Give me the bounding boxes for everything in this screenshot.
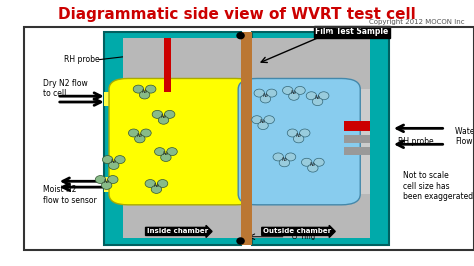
- FancyBboxPatch shape: [164, 38, 172, 92]
- Ellipse shape: [109, 161, 119, 169]
- Ellipse shape: [155, 148, 165, 156]
- Text: Film Test Sample: Film Test Sample: [315, 27, 389, 36]
- Ellipse shape: [306, 92, 317, 100]
- Ellipse shape: [237, 32, 245, 39]
- Text: $N_2$: $N_2$: [309, 160, 317, 169]
- Ellipse shape: [258, 122, 268, 130]
- FancyBboxPatch shape: [344, 147, 370, 155]
- Ellipse shape: [158, 116, 169, 124]
- FancyBboxPatch shape: [104, 92, 241, 106]
- Ellipse shape: [293, 135, 304, 143]
- Text: RH probe: RH probe: [398, 137, 434, 146]
- Ellipse shape: [273, 153, 283, 161]
- Ellipse shape: [279, 159, 290, 167]
- Text: $N_2$: $N_2$: [141, 87, 148, 96]
- FancyBboxPatch shape: [109, 78, 255, 205]
- Ellipse shape: [141, 129, 151, 137]
- Text: Moist N2
flow to sensor: Moist N2 flow to sensor: [43, 185, 96, 205]
- Ellipse shape: [314, 158, 324, 166]
- Ellipse shape: [157, 180, 168, 188]
- Text: Diagrammatic side view of WVRT test cell: Diagrammatic side view of WVRT test cell: [58, 7, 416, 22]
- Text: $N_2$: $N_2$: [290, 88, 298, 97]
- Text: $N_2$: $N_2$: [262, 91, 269, 100]
- Ellipse shape: [260, 95, 271, 103]
- Text: 'O' ring: 'O' ring: [290, 234, 316, 240]
- Ellipse shape: [289, 92, 299, 100]
- Ellipse shape: [252, 116, 262, 124]
- FancyBboxPatch shape: [344, 135, 370, 143]
- Text: $N_2$: $N_2$: [162, 149, 170, 158]
- Ellipse shape: [164, 110, 175, 118]
- Ellipse shape: [128, 129, 139, 137]
- Ellipse shape: [300, 129, 310, 137]
- Text: Copyright 2012 MOCON Inc: Copyright 2012 MOCON Inc: [369, 19, 465, 25]
- Text: Outside chamber: Outside chamber: [263, 228, 331, 234]
- FancyBboxPatch shape: [104, 32, 241, 245]
- FancyBboxPatch shape: [238, 78, 360, 205]
- Text: RH probe: RH probe: [64, 55, 100, 64]
- FancyBboxPatch shape: [252, 38, 370, 238]
- Ellipse shape: [135, 135, 145, 143]
- Text: $N_2$: $N_2$: [281, 155, 288, 164]
- Ellipse shape: [285, 153, 296, 161]
- Text: $N_2$: $N_2$: [160, 112, 167, 121]
- Ellipse shape: [95, 176, 106, 184]
- Text: $N_2$: $N_2$: [136, 131, 144, 140]
- Ellipse shape: [102, 156, 113, 164]
- FancyBboxPatch shape: [241, 32, 252, 245]
- Ellipse shape: [264, 116, 274, 124]
- Ellipse shape: [101, 181, 112, 189]
- Ellipse shape: [145, 180, 155, 188]
- Ellipse shape: [115, 156, 125, 164]
- FancyBboxPatch shape: [123, 38, 241, 238]
- Text: Dry N2 flow
to cell: Dry N2 flow to cell: [43, 79, 87, 98]
- Ellipse shape: [287, 129, 298, 137]
- Ellipse shape: [283, 86, 293, 94]
- Ellipse shape: [146, 85, 156, 93]
- Ellipse shape: [312, 98, 323, 106]
- Text: $N_2$: $N_2$: [153, 181, 160, 190]
- Text: $N_2$: $N_2$: [103, 177, 110, 186]
- FancyBboxPatch shape: [104, 177, 241, 192]
- Text: $N_2$: $N_2$: [314, 93, 321, 102]
- Text: $N_2$: $N_2$: [295, 131, 302, 140]
- Ellipse shape: [254, 89, 264, 97]
- Text: $N_2$: $N_2$: [259, 117, 267, 126]
- Ellipse shape: [139, 91, 150, 99]
- Ellipse shape: [161, 153, 171, 161]
- FancyBboxPatch shape: [344, 121, 370, 131]
- Ellipse shape: [301, 158, 312, 166]
- Ellipse shape: [295, 86, 305, 94]
- Ellipse shape: [237, 237, 245, 245]
- Ellipse shape: [133, 85, 144, 93]
- Ellipse shape: [152, 110, 163, 118]
- FancyBboxPatch shape: [252, 32, 389, 245]
- Text: Inside chamber: Inside chamber: [146, 228, 208, 234]
- Ellipse shape: [319, 92, 329, 100]
- Ellipse shape: [308, 164, 318, 172]
- Text: Not to scale
cell size has
been exaggerated: Not to scale cell size has been exaggera…: [403, 171, 473, 201]
- Ellipse shape: [266, 89, 277, 97]
- Ellipse shape: [108, 176, 118, 184]
- Text: Water vapor
Flow: Water vapor Flow: [455, 127, 474, 146]
- Ellipse shape: [167, 148, 177, 156]
- Text: $N_2$: $N_2$: [110, 157, 118, 166]
- Ellipse shape: [151, 185, 162, 193]
- FancyBboxPatch shape: [344, 89, 370, 194]
